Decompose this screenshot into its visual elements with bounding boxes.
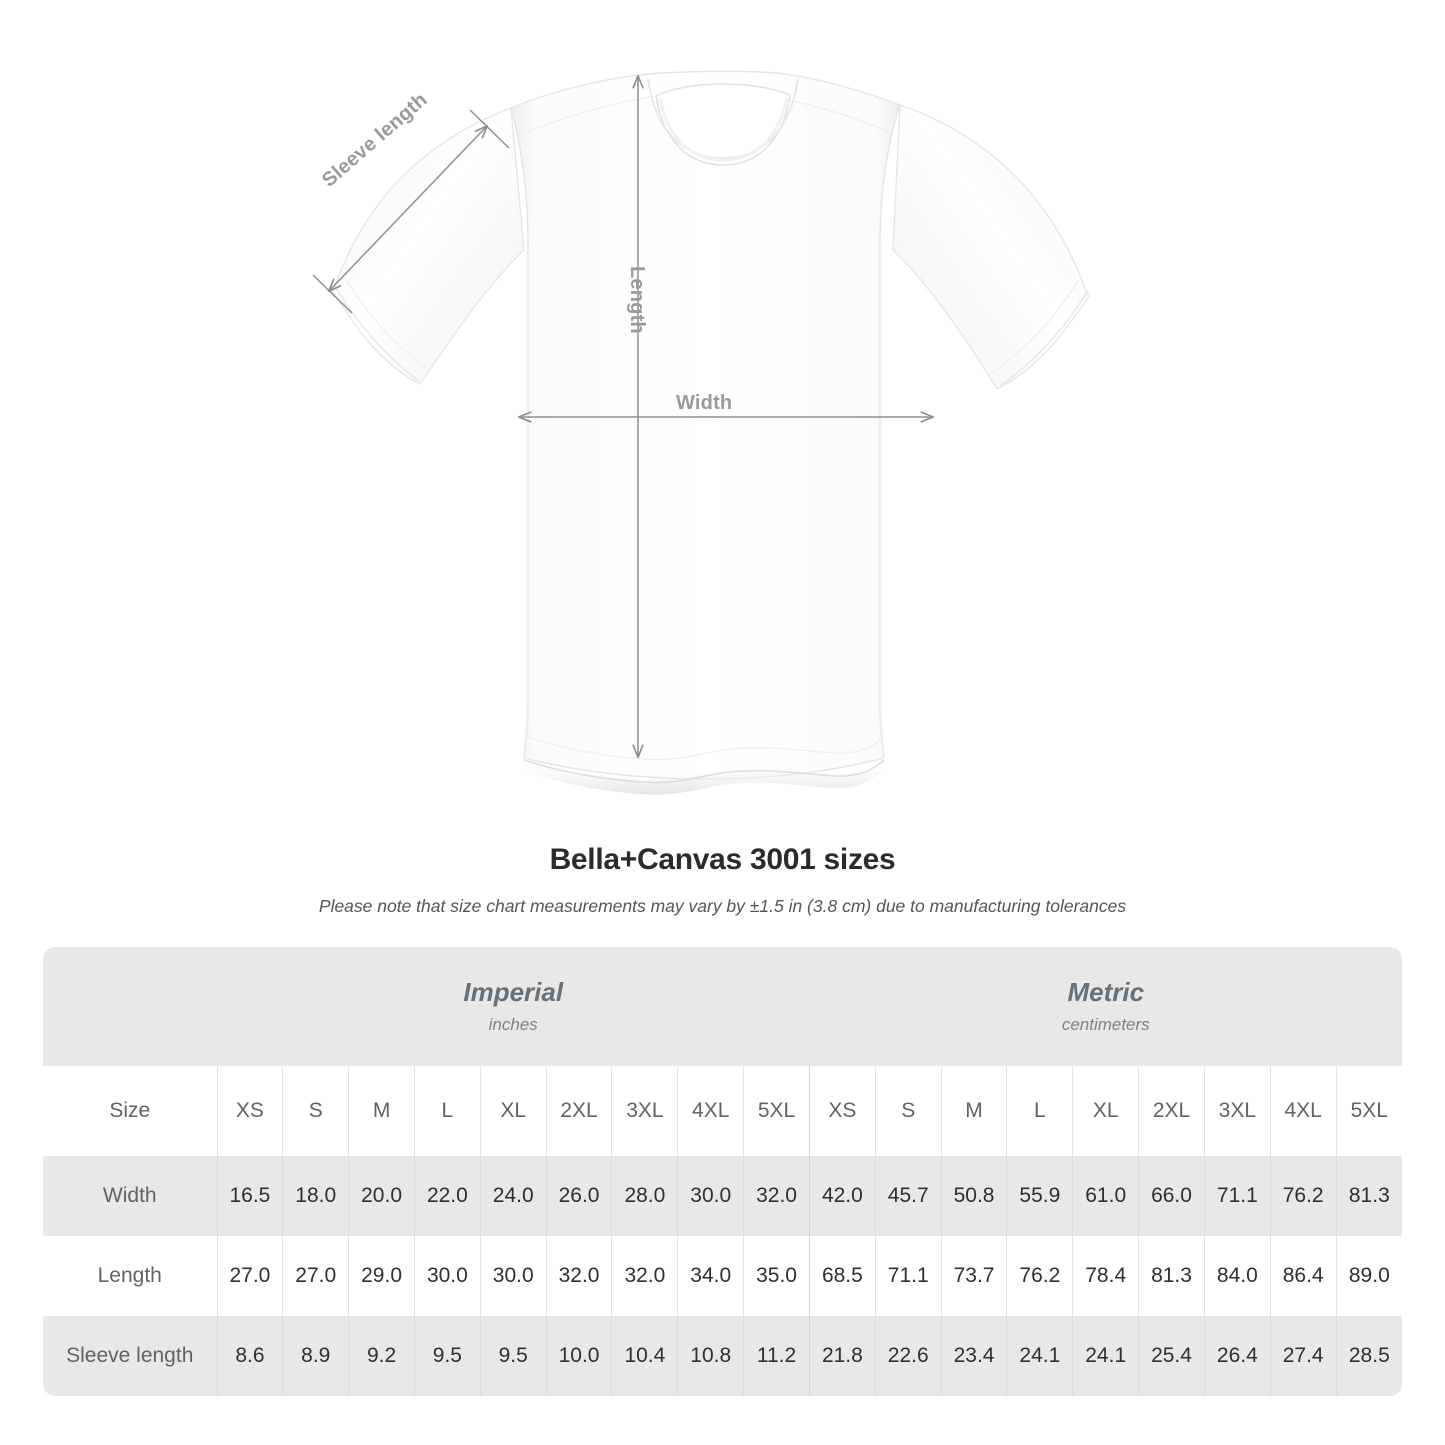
measurement-cell: 24.0 <box>479 1156 547 1236</box>
size-column-header: 2XL <box>1138 1066 1205 1156</box>
measurement-cell: 27.0 <box>216 1236 283 1316</box>
size-chart-table-container: Imperial inches Metric centimeters Size XS S M L… <box>43 947 1403 1396</box>
measurement-cell: 71.1 <box>874 1236 942 1316</box>
measurement-cell: 68.5 <box>808 1236 876 1316</box>
measurement-cell: 26.0 <box>545 1156 612 1236</box>
measurement-cell: 89.0 <box>1335 1236 1403 1316</box>
measurement-cell: 25.4 <box>1138 1316 1205 1396</box>
measurement-cell: 27.4 <box>1269 1316 1337 1396</box>
row-label: Length <box>43 1236 217 1316</box>
length-label: Length <box>626 266 648 334</box>
measurement-cell: 10.4 <box>611 1316 678 1396</box>
measurement-cell: 30.0 <box>479 1236 547 1316</box>
measurement-cell: 66.0 <box>1138 1156 1205 1236</box>
measurement-cell: 81.3 <box>1138 1236 1205 1316</box>
measurement-cell: 32.0 <box>545 1236 612 1316</box>
title-block: Bella+Canvas 3001 sizes Please note that… <box>0 843 1445 917</box>
measurement-cell: 30.0 <box>413 1236 481 1316</box>
size-column-header: 3XL <box>1203 1066 1271 1156</box>
size-column-header: XL <box>479 1066 547 1156</box>
size-column-header: S <box>874 1066 942 1156</box>
unit-subtitle: centimeters <box>1061 1015 1150 1035</box>
size-column-header: S <box>282 1066 349 1156</box>
size-column-header: 4XL <box>677 1066 744 1156</box>
size-header-label: Size <box>43 1066 217 1156</box>
measurement-cell: 50.8 <box>940 1156 1007 1236</box>
size-column-header: 5XL <box>743 1066 810 1156</box>
size-column-header: L <box>1006 1066 1073 1156</box>
measurement-cell: 32.0 <box>743 1156 810 1236</box>
size-column-header: 5XL <box>1335 1066 1403 1156</box>
size-column-header: 2XL <box>545 1066 612 1156</box>
measurement-cell: 8.6 <box>216 1316 283 1396</box>
page-title: Bella+Canvas 3001 sizes <box>549 843 896 876</box>
measurement-cell: 10.0 <box>545 1316 612 1396</box>
measurement-cell: 24.1 <box>1006 1316 1073 1396</box>
measurement-cell: 81.3 <box>1335 1156 1403 1236</box>
measurement-cell: 42.0 <box>808 1156 876 1236</box>
measurement-cell: 35.0 <box>743 1236 810 1316</box>
tolerance-note: Please note that size chart measurements… <box>318 896 1127 916</box>
size-chart-table: Imperial inches Metric centimeters Size XS S M L… <box>43 947 1403 1396</box>
sleeve-length-arrow <box>312 109 510 314</box>
size-column-header: 3XL <box>611 1066 678 1156</box>
size-column-header: M <box>348 1066 415 1156</box>
unit-name: Imperial <box>463 976 564 1007</box>
measurement-cell: 9.5 <box>479 1316 547 1396</box>
size-column-header: XL <box>1072 1066 1139 1156</box>
measurement-cell: 32.0 <box>611 1236 678 1316</box>
measurement-cell: 24.1 <box>1072 1316 1139 1396</box>
measurement-cell: 86.4 <box>1269 1236 1337 1316</box>
unit-header-row: Imperial inches Metric centimeters <box>43 947 1403 1066</box>
row-label: Sleeve length <box>43 1316 217 1396</box>
unit-name: Metric <box>1067 976 1145 1007</box>
measurement-cell: 29.0 <box>348 1236 415 1316</box>
table-row: Sleeve length 8.6 8.9 9.2 9.5 9.5 10.0 10.4 10.8… <box>43 1316 1403 1396</box>
unit-subtitle: inches <box>488 1015 538 1035</box>
size-column-header: L <box>413 1066 481 1156</box>
measurement-cell: 55.9 <box>1006 1156 1073 1236</box>
measurement-cell: 78.4 <box>1072 1236 1139 1316</box>
row-label: Width <box>43 1156 217 1236</box>
measurement-cell: 30.0 <box>677 1156 744 1236</box>
measurement-cell: 76.2 <box>1269 1156 1337 1236</box>
measurement-cell: 22.0 <box>413 1156 481 1236</box>
measurement-cell: 26.4 <box>1203 1316 1271 1396</box>
table-row: Length 27.0 27.0 29.0 30.0 30.0 32.0 32.0 34.0 35… <box>43 1236 1403 1316</box>
size-column-header: XS <box>216 1066 283 1156</box>
measurement-cell: 22.6 <box>874 1316 942 1396</box>
measurement-cell: 8.9 <box>282 1316 349 1396</box>
measurement-cell: 27.0 <box>282 1236 349 1316</box>
unit-header-imperial: Imperial inches <box>217 947 810 1066</box>
measurement-cell: 9.5 <box>413 1316 481 1396</box>
tshirt-illustration <box>312 70 1090 795</box>
measurement-cell: 76.2 <box>1006 1236 1073 1316</box>
shirt-measurement-diagram: Sleeve length Length Width <box>312 70 1090 795</box>
width-label: Width <box>676 392 733 414</box>
measurement-cell: 16.5 <box>216 1156 283 1236</box>
unit-header-spacer <box>43 947 217 1066</box>
measurement-cell: 11.2 <box>743 1316 810 1396</box>
size-header-row: Size XS S M L XL 2XL 3XL 4XL 5XL XS S M L XL 2XL 3XL 4XL 5… <box>43 1066 1403 1156</box>
measurement-cell: 73.7 <box>940 1236 1007 1316</box>
measurement-cell: 9.2 <box>348 1316 415 1396</box>
measurement-cell: 10.8 <box>677 1316 744 1396</box>
measurement-cell: 20.0 <box>348 1156 415 1236</box>
measurement-cell: 84.0 <box>1203 1236 1271 1316</box>
measurement-cell: 18.0 <box>282 1156 349 1236</box>
unit-header-metric: Metric centimeters <box>809 947 1403 1066</box>
measurement-cell: 23.4 <box>940 1316 1007 1396</box>
measurement-cell: 45.7 <box>874 1156 942 1236</box>
size-column-header: 4XL <box>1269 1066 1337 1156</box>
size-column-header: M <box>940 1066 1007 1156</box>
measurement-cell: 28.5 <box>1335 1316 1403 1396</box>
measurement-cell: 34.0 <box>677 1236 744 1316</box>
measurement-cell: 28.0 <box>611 1156 678 1236</box>
measurement-cell: 61.0 <box>1072 1156 1139 1236</box>
measurement-cell: 71.1 <box>1203 1156 1271 1236</box>
measurement-cell: 21.8 <box>808 1316 876 1396</box>
table-row: Width 16.5 18.0 20.0 22.0 24.0 26.0 28.0 30.0 32.… <box>43 1156 1403 1236</box>
size-column-header: XS <box>808 1066 876 1156</box>
